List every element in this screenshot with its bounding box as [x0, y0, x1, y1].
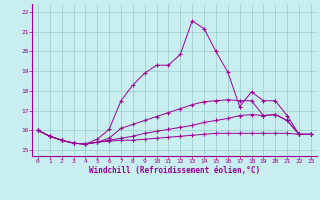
X-axis label: Windchill (Refroidissement éolien,°C): Windchill (Refroidissement éolien,°C)	[89, 166, 260, 175]
